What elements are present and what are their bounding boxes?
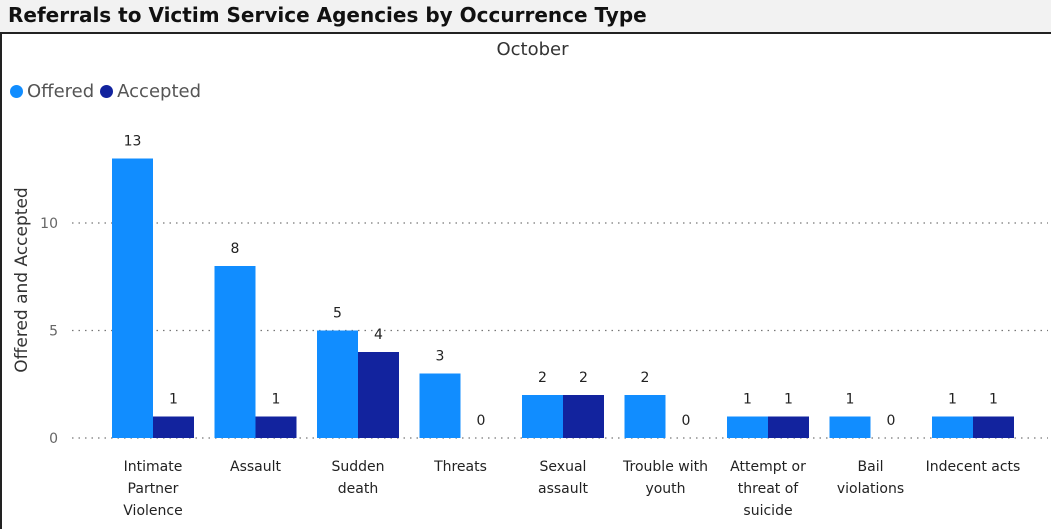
- data-label-accepted: 2: [579, 370, 588, 386]
- x-tick-label: Sexual assault: [538, 459, 589, 497]
- legend-marker-offered: [10, 84, 23, 98]
- bar-offered[interactable]: [932, 416, 973, 439]
- y-tick-label: 5: [49, 324, 58, 340]
- y-axis-title: Offered and Accepted: [12, 187, 32, 372]
- bar-accepted[interactable]: [255, 416, 297, 439]
- frame-border: [0, 34, 2, 529]
- bar-accepted[interactable]: [358, 352, 399, 438]
- x-tick-label: Attempt or threat of suicide: [730, 459, 806, 519]
- legend-item-offered[interactable]: Offered: [10, 81, 94, 102]
- bar-accepted[interactable]: [973, 416, 1014, 439]
- legend-label-offered: Offered: [27, 80, 95, 102]
- data-label-accepted: 1: [989, 392, 998, 408]
- bar-offered[interactable]: [727, 416, 768, 439]
- bar-accepted[interactable]: [768, 416, 809, 439]
- bar-offered[interactable]: [112, 158, 153, 439]
- y-tick-label: 0: [49, 431, 58, 447]
- data-label-offered: 2: [538, 370, 547, 386]
- data-label-offered: 1: [743, 392, 752, 408]
- data-label-offered: 1: [948, 392, 957, 408]
- bar-accepted[interactable]: [563, 395, 604, 438]
- data-label-offered: 1: [846, 392, 855, 408]
- bar-offered[interactable]: [624, 395, 666, 438]
- data-label-offered: 5: [333, 306, 342, 322]
- bar-offered[interactable]: [522, 395, 563, 438]
- data-label-accepted: 1: [784, 392, 793, 408]
- x-tick-label: Indecent acts: [926, 459, 1021, 475]
- data-label-offered: 3: [436, 349, 445, 365]
- x-tick-label: Threats: [433, 459, 487, 475]
- data-label-accepted: 1: [272, 392, 281, 408]
- data-label-offered: 2: [641, 370, 650, 386]
- data-label-accepted: 4: [374, 327, 383, 343]
- chart-subtitle: October: [496, 39, 569, 60]
- legend[interactable]: Offered Accepted: [10, 80, 207, 102]
- data-label-offered: 13: [124, 134, 142, 150]
- x-tick-label: Intimate Partner Violence: [123, 459, 182, 519]
- x-tick-label: Assault: [230, 459, 282, 475]
- bar-offered[interactable]: [214, 266, 256, 438]
- data-label-accepted: 0: [682, 413, 691, 429]
- bars: [112, 158, 1014, 439]
- bar-offered[interactable]: [829, 416, 871, 439]
- data-label-accepted: 0: [887, 413, 896, 429]
- bar-accepted[interactable]: [153, 416, 194, 439]
- bar-offered[interactable]: [419, 373, 461, 439]
- x-tick-label: Trouble with youth: [622, 459, 708, 497]
- chart-title: Referrals to Victim Service Agencies by …: [8, 3, 647, 27]
- data-label-accepted: 1: [169, 392, 178, 408]
- x-tick-label: Bail violations: [837, 459, 904, 497]
- legend-marker-accepted: [100, 84, 114, 98]
- bar-offered[interactable]: [317, 330, 358, 439]
- legend-item-accepted[interactable]: Accepted: [100, 81, 201, 102]
- data-label-offered: 8: [231, 241, 240, 257]
- data-label-accepted: 0: [477, 413, 486, 429]
- legend-label-accepted: Accepted: [117, 80, 202, 102]
- header-bar: Referrals to Victim Service Agencies by …: [0, 0, 1051, 34]
- y-tick-label: 10: [40, 216, 58, 232]
- x-tick-label: Sudden death: [331, 459, 384, 497]
